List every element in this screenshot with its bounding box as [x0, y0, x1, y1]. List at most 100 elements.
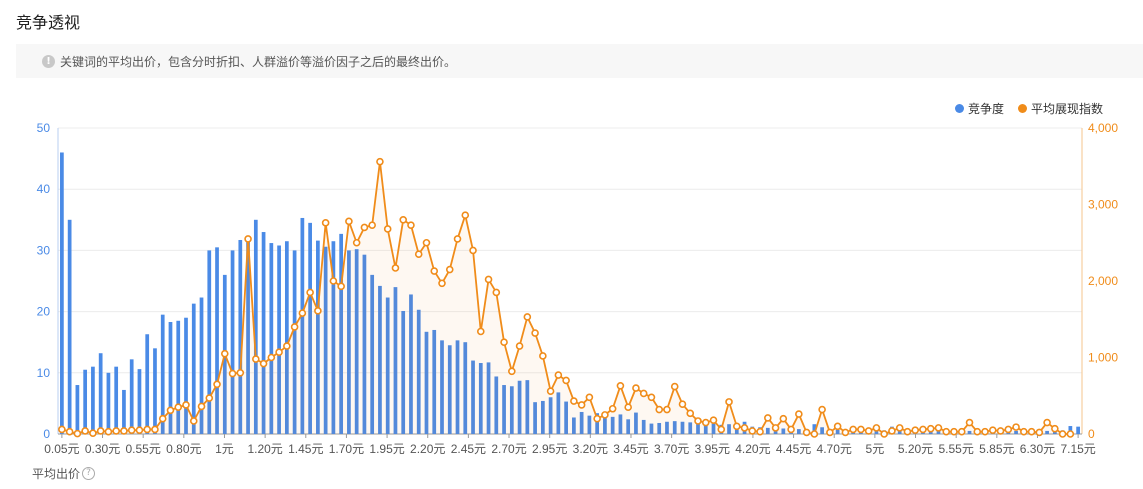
impression-point: [189, 417, 198, 425]
help-icon[interactable]: ?: [82, 467, 96, 480]
impression-point: [1035, 428, 1044, 437]
bar: [60, 152, 64, 435]
bar: [424, 331, 429, 434]
x-tick-label: 5.20元: [898, 442, 933, 456]
impression-point: [988, 426, 997, 434]
bar: [168, 322, 173, 434]
impression-point: [740, 424, 749, 432]
y-left-tick-label: 50: [37, 121, 51, 135]
bar: [416, 309, 421, 434]
impression-point: [973, 427, 982, 436]
bar: [564, 401, 568, 434]
bar: [114, 366, 119, 434]
y-left-tick-label: 10: [37, 366, 51, 380]
bar: [308, 222, 312, 434]
y-right-tick-label: 3,000: [1088, 198, 1118, 212]
impression-point: [352, 238, 361, 247]
x-tick-label: 0.80元: [166, 442, 201, 456]
impression-point: [508, 367, 516, 376]
bar: [572, 417, 576, 434]
impression-point: [895, 424, 904, 432]
bar: [548, 397, 553, 434]
impression-point: [616, 382, 625, 390]
impression-point: [228, 369, 237, 378]
bar: [98, 353, 103, 434]
impression-point: [732, 422, 741, 431]
y-left-tick-label: 0: [43, 427, 50, 441]
impression-point: [252, 355, 260, 363]
impression-point: [849, 425, 857, 434]
bar: [207, 250, 212, 434]
impression-point: [787, 425, 795, 434]
impression-point: [65, 427, 74, 436]
bar: [657, 422, 662, 434]
impression-point: [337, 282, 345, 291]
impression-point: [135, 426, 144, 434]
bar: [1045, 430, 1049, 434]
impression-point: [469, 246, 477, 255]
bar: [230, 250, 235, 434]
impression-point: [531, 329, 539, 337]
bar: [835, 429, 840, 434]
bar: [1014, 430, 1018, 434]
x-tick-label: 6.30元: [1020, 442, 1055, 456]
bar: [215, 247, 219, 434]
y-right-tick-label: 2,000: [1088, 274, 1118, 288]
impression-point: [104, 427, 113, 436]
impression-point: [655, 405, 664, 414]
impression-point: [872, 424, 881, 432]
impression-point: [345, 217, 353, 226]
impression-point: [562, 376, 570, 385]
legend-item-impression[interactable]: 平均展现指数: [1017, 100, 1103, 117]
bar: [246, 238, 250, 434]
impression-point: [965, 418, 974, 427]
bar: [378, 285, 382, 434]
impression-point: [826, 428, 834, 437]
impression-point: [112, 427, 120, 435]
impression-point: [1043, 418, 1051, 427]
bar: [626, 419, 631, 434]
notice-bar: ! 关键词的平均出价，包含分时折扣、人群溢价等溢价因子之后的最终出价。: [16, 44, 1143, 78]
bar: [447, 345, 452, 434]
impression-point: [360, 223, 369, 232]
legend-label-impression: 平均展现指数: [1030, 102, 1103, 116]
impression-point: [453, 235, 462, 243]
page-title: 竞争透视: [16, 15, 81, 32]
bar: [680, 421, 685, 434]
impression-point: [701, 418, 710, 427]
impression-point: [632, 384, 640, 392]
bar: [765, 427, 770, 434]
x-tick-label: 1.20元: [247, 442, 282, 456]
impression-point: [383, 225, 392, 233]
bar: [83, 369, 88, 434]
legend-item-competition[interactable]: 竞争度: [954, 100, 1004, 117]
impression-point: [197, 402, 206, 411]
impression-point: [368, 221, 376, 229]
bar: [703, 420, 708, 434]
x-tick-label: 7.15元: [1060, 442, 1095, 456]
x-tick-label: 2.70元: [491, 442, 526, 456]
bar: [331, 241, 336, 434]
impression-point: [810, 430, 819, 438]
impression-point: [795, 410, 803, 418]
y-right-tick-label: 4,000: [1088, 121, 1118, 135]
impression-point: [756, 427, 764, 436]
x-tick-label: 5元: [866, 442, 885, 456]
impression-point: [539, 352, 547, 360]
impression-point: [624, 403, 632, 412]
y-left-tick-label: 30: [37, 243, 51, 257]
impression-point: [911, 426, 920, 434]
bar: [292, 250, 297, 434]
x-tick-label: 0.30元: [85, 442, 120, 456]
bar: [634, 412, 638, 434]
impression-point: [1051, 424, 1059, 433]
bar: [362, 254, 367, 434]
impression-point: [903, 427, 912, 436]
impression-point: [577, 401, 586, 409]
bar: [1068, 426, 1073, 434]
bar: [323, 246, 328, 434]
bar: [440, 340, 444, 434]
x-tick-label: 2.95元: [532, 442, 567, 456]
impression-point: [593, 414, 601, 423]
impression-point: [283, 342, 291, 350]
